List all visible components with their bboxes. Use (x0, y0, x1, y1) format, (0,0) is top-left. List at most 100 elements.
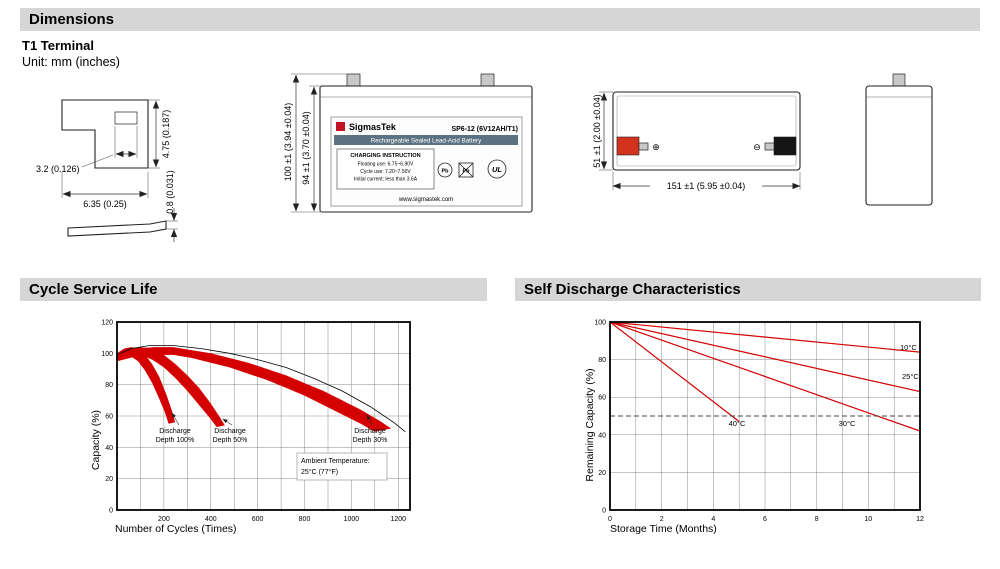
pb-crossed-text: Pb (462, 169, 470, 175)
cycle-x-axis-title: Number of Cycles (Times) (115, 523, 237, 535)
y-tick-label: 20 (105, 476, 113, 483)
annotation-dod30-line2: Depth 30% (353, 437, 388, 444)
pb-recycle-text: Pb (441, 169, 449, 175)
series-label-10c: 10°C (900, 343, 917, 352)
battery-front-view-drawing: SigmasTek SP6-12 (6V12AH/T1) Rechargeabl… (283, 73, 533, 213)
pb-crossed-bin-icon (458, 162, 474, 178)
ul-mark-text: UL (492, 165, 502, 174)
charging-line-2: Cycle use: 7.20~7.50V (360, 169, 411, 175)
battery-label (330, 116, 523, 207)
temperature-line (609, 321, 921, 353)
ambient-temperature-box (296, 452, 388, 481)
series-label-25c: 25°C (902, 372, 919, 381)
discharge-depth-band (117, 347, 392, 432)
website-text: www.sigmastek.com (398, 197, 453, 203)
dimensions-section-header: Dimensions (20, 8, 980, 31)
charging-line-3: Initial current: less than 3.6A (354, 177, 418, 183)
cycle-service-life-header: Cycle Service Life (20, 278, 487, 301)
x-tick-label: 6 (763, 516, 767, 523)
x-tick-label: 800 (299, 516, 311, 523)
ambient-temperature-line2: 25°C (77°F) (301, 468, 338, 476)
annotation-leader (222, 418, 233, 426)
x-tick-label: 1000 (344, 516, 360, 523)
t1-terminal-title: T1 Terminal (22, 38, 95, 53)
dim-top-width: 151 ±1 (5.95 ±0.04) (667, 181, 745, 191)
terminal-cross-section-drawing: 4.75 (0.187) 3.2 (0.126) 6.35 (0.25) 0.8… (36, 99, 178, 242)
x-tick-label: 12 (916, 516, 924, 523)
brand-logo-icon (336, 122, 345, 131)
x-tick-label: 0 (608, 516, 612, 523)
annotation-leader (171, 412, 180, 426)
leader-line (81, 154, 114, 168)
positive-terminal (616, 136, 640, 156)
battery-top-view-drawing: ⊕ ⊖ 51 ±1 (2.00 ±0.04) 151 ±1 (5.95 ±0.0… (592, 91, 801, 191)
plot-border (116, 321, 411, 511)
dim-top-depth: 51 ±1 (2.00 ±0.04) (592, 94, 602, 167)
terminal-hole (114, 111, 138, 125)
dimension-drawings: 4.75 (0.187) 3.2 (0.126) 6.35 (0.25) 0.8… (36, 73, 933, 242)
self-y-axis-title: Remaining Capacity (%) (584, 368, 596, 481)
y-tick-label: 100 (101, 351, 113, 358)
front-terminal-right (480, 73, 495, 87)
charging-instruction-title: CHARGING INSTRUCTION (350, 153, 420, 159)
battery-top-inner-edge (616, 95, 797, 167)
cycle-plot-area: 200 400 600 800 1000 1200 0 20 40 60 80 100 120 (101, 320, 411, 523)
dim-terminal-hole-width: 3.2 (0.126) (36, 164, 80, 174)
ul-mark-icon (487, 159, 507, 179)
charging-line-1: Floating use: 6.75~6.90V (358, 162, 414, 168)
battery-end-view-drawing (865, 73, 933, 206)
ambient-temperature-line1: Ambient Temperature: (301, 458, 370, 465)
dim-front-total-height: 100 ±1 (3.94 ±0.04) (283, 103, 293, 181)
x-tick-label: 10 (864, 516, 872, 523)
battery-top-body (612, 91, 801, 171)
temperature-line (609, 321, 740, 423)
self-discharge-header: Self Discharge Characteristics (515, 278, 981, 301)
x-tick-label: 600 (252, 516, 264, 523)
battery-end-body (865, 85, 933, 206)
model-number: SP6-12 (6V12AH/T1) (451, 126, 518, 133)
x-tick-label: 400 (205, 516, 217, 523)
x-tick-label: 1200 (391, 516, 407, 523)
terminal-profile-shape (61, 99, 149, 169)
x-tick-label: 2 (660, 516, 664, 523)
y-tick-label: 40 (598, 432, 606, 439)
minus-symbol: ⊖ (753, 142, 761, 152)
temperature-line (609, 321, 921, 432)
y-tick-label: 60 (105, 414, 113, 421)
annotation-leader (366, 414, 373, 426)
dim-terminal-thickness: 0.8 (0.031) (165, 170, 175, 214)
unit-note: Unit: mm (inches) (22, 55, 120, 69)
battery-front-body (319, 85, 533, 213)
annotation-dod30-line1: Discharge (354, 428, 386, 435)
temperature-line (609, 321, 921, 393)
end-terminal (892, 73, 906, 87)
pb-cross-line (458, 162, 474, 178)
series-label-30c: 30°C (839, 419, 856, 428)
y-tick-label: 0 (602, 508, 606, 515)
self-discharge-plot-area: 0 2 4 6 8 10 12 0 20 40 60 80 100 (594, 320, 924, 524)
plus-symbol: ⊕ (652, 142, 660, 152)
front-terminal-left (346, 73, 361, 87)
self-discharge-chart: 0 2 4 6 8 10 12 0 20 40 60 80 100 10°C 25°C 30°C 40°… (584, 320, 924, 536)
cycle-service-life-chart: 200 400 600 800 1000 1200 0 20 40 60 80 100 120 Disc… (90, 320, 411, 535)
annotation-dod50-line1: Discharge (214, 428, 246, 435)
annotation-dod100-line1: Discharge (159, 428, 191, 435)
charging-instruction-box (336, 148, 435, 190)
annotation-dod100-line2: Depth 100% (156, 437, 195, 444)
negative-terminal-tab (764, 142, 775, 151)
battery-type-text: Rechargeable Sealed Lead-Acid Battery (371, 138, 482, 145)
pb-cross-line (458, 162, 474, 178)
brand-name: SigmasTek (349, 122, 397, 132)
x-tick-label: 200 (158, 516, 170, 523)
self-x-axis-title: Storage Time (Months) (610, 523, 717, 535)
label-type-bar (334, 135, 518, 145)
dim-terminal-height: 4.75 (0.187) (161, 110, 171, 159)
plot-border (609, 321, 921, 511)
annotation-dod50-line2: Depth 50% (213, 437, 248, 444)
y-tick-label: 60 (598, 395, 606, 402)
negative-terminal (773, 136, 797, 156)
y-tick-label: 80 (105, 382, 113, 389)
pb-recycle-icon (437, 162, 453, 178)
y-tick-label: 20 (598, 470, 606, 477)
x-tick-label: 8 (815, 516, 819, 523)
